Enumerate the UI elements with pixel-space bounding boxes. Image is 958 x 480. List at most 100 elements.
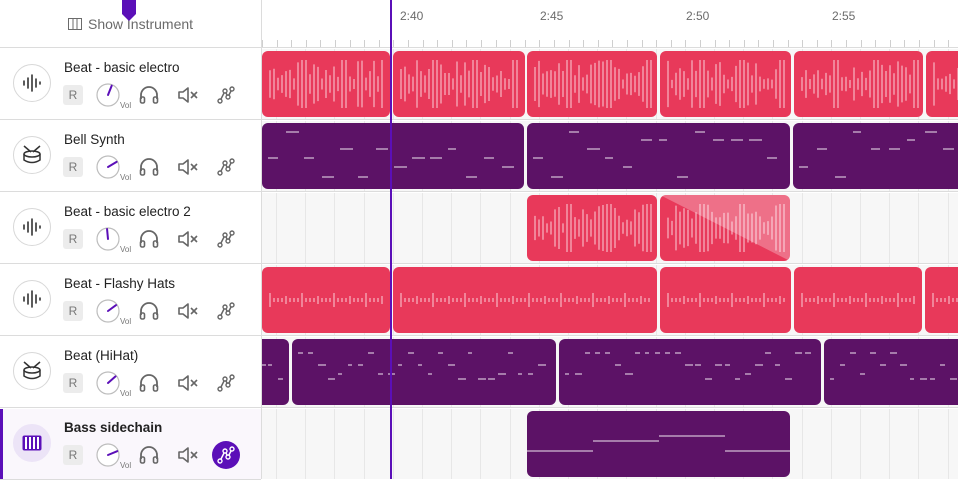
beat-gridline [801, 193, 803, 263]
ruler-tick [816, 40, 818, 47]
automation-icon[interactable] [214, 299, 238, 323]
track-lane[interactable] [262, 193, 958, 264]
clip[interactable] [793, 123, 958, 189]
beat-gridline [918, 409, 920, 479]
volume-knob[interactable] [96, 155, 120, 179]
beat-gridline [801, 409, 803, 479]
beat-gridline [830, 193, 832, 263]
clip[interactable] [925, 267, 958, 333]
beat-gridline [363, 409, 365, 479]
track-name[interactable]: Bass sidechain [64, 420, 163, 435]
playhead[interactable] [390, 0, 392, 479]
clip[interactable] [527, 411, 790, 477]
clip[interactable] [527, 195, 657, 261]
clip[interactable] [660, 267, 791, 333]
clip[interactable] [559, 339, 821, 405]
headphones-icon[interactable] [138, 84, 160, 106]
headphones-icon[interactable] [138, 156, 160, 178]
track-name[interactable]: Bell Synth [64, 132, 125, 147]
clip[interactable] [660, 51, 791, 117]
clip[interactable] [262, 123, 524, 189]
clip[interactable] [262, 51, 390, 117]
clip[interactable] [926, 51, 958, 117]
beat-gridline [392, 409, 394, 479]
timeline[interactable]: 2:40 2:45 2:50 2:55 [262, 0, 958, 479]
mute-icon[interactable] [177, 444, 199, 466]
record-arm-button[interactable]: R [63, 229, 83, 249]
clip[interactable] [527, 123, 790, 189]
track-lane[interactable] [262, 121, 958, 192]
track-name[interactable]: Beat - Flashy Hats [64, 276, 176, 291]
record-arm-button[interactable]: R [63, 373, 83, 393]
automation-icon[interactable] [214, 155, 238, 179]
clip[interactable] [393, 267, 657, 333]
volume-knob[interactable] [96, 83, 120, 107]
waveform-icon[interactable] [13, 280, 51, 318]
track-lane[interactable] [262, 265, 958, 336]
piano-icon[interactable] [13, 424, 51, 462]
automation-icon[interactable] [212, 441, 240, 469]
ruler-tick [597, 40, 599, 47]
mute-icon[interactable] [177, 84, 199, 106]
track-lane[interactable] [262, 49, 958, 120]
ruler-tick [378, 40, 380, 47]
clip[interactable] [794, 51, 923, 117]
track-header[interactable]: Beat (HiHat) R Vol [0, 337, 261, 408]
volume-knob[interactable] [96, 227, 120, 251]
clip[interactable] [393, 51, 525, 117]
show-instrument-button[interactable]: Show Instrument [0, 0, 261, 48]
automation-icon[interactable] [214, 371, 238, 395]
mute-icon[interactable] [177, 372, 199, 394]
track-name[interactable]: Beat - basic electro [64, 60, 180, 75]
record-arm-button[interactable]: R [63, 85, 83, 105]
clip[interactable] [262, 267, 390, 333]
track-header[interactable]: Bell Synth R Vol [0, 121, 261, 192]
clip[interactable] [292, 339, 556, 405]
track-lane[interactable] [262, 409, 958, 479]
waveform-icon[interactable] [13, 208, 51, 246]
track-name[interactable]: Beat - basic electro 2 [64, 204, 191, 219]
mute-icon[interactable] [177, 300, 199, 322]
headphones-icon[interactable] [138, 228, 160, 250]
volume-knob[interactable] [96, 371, 120, 395]
clip[interactable] [527, 51, 657, 117]
time-ruler[interactable]: 2:40 2:45 2:50 2:55 [262, 0, 958, 48]
beat-gridline [305, 193, 307, 263]
drum-icon[interactable] [13, 352, 51, 390]
drum-icon[interactable] [13, 136, 51, 174]
ruler-tick [729, 40, 731, 47]
track-lane[interactable] [262, 337, 958, 408]
mute-icon[interactable] [177, 156, 199, 178]
ruler-tick [700, 40, 701, 47]
clip[interactable] [262, 339, 289, 405]
volume-knob[interactable] [96, 443, 120, 467]
clip[interactable] [660, 195, 790, 261]
mute-icon[interactable] [177, 228, 199, 250]
volume-knob[interactable] [96, 299, 120, 323]
waveform-icon[interactable] [13, 64, 51, 102]
track-header[interactable]: Beat - Flashy Hats R Vol [0, 265, 261, 336]
record-arm-button[interactable]: R [63, 445, 83, 465]
headphones-icon[interactable] [138, 444, 160, 466]
headphones-icon[interactable] [138, 372, 160, 394]
track-name[interactable]: Beat (HiHat) [64, 348, 139, 363]
ruler-tick [773, 40, 774, 47]
ruler-tick [422, 40, 424, 47]
record-arm-button[interactable]: R [63, 301, 83, 321]
beat-gridline [480, 193, 482, 263]
record-arm-button[interactable]: R [63, 157, 83, 177]
automation-icon[interactable] [214, 83, 238, 107]
ruler-time-label: 2:50 [686, 9, 710, 23]
playhead-handle[interactable] [121, 0, 137, 22]
track-header[interactable]: Beat - basic electro R Vol [0, 49, 261, 120]
track-header[interactable]: Bass sidechain R Vol [0, 409, 261, 480]
automation-icon[interactable] [214, 227, 238, 251]
beat-gridline [422, 409, 423, 479]
headphones-icon[interactable] [138, 300, 160, 322]
ruler-tick [539, 40, 541, 47]
beat-gridline [889, 409, 891, 479]
beat-gridline [830, 409, 832, 479]
clip[interactable] [794, 267, 922, 333]
track-header[interactable]: Beat - basic electro 2 R Vol [0, 193, 261, 264]
clip[interactable] [824, 339, 958, 405]
